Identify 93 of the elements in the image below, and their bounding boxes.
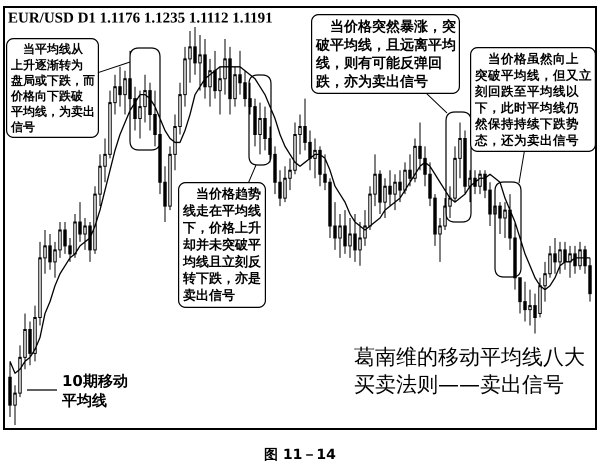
candlestick bbox=[463, 130, 467, 195]
candlestick bbox=[153, 90, 157, 147]
candlestick bbox=[53, 241, 57, 278]
candlestick bbox=[418, 122, 422, 171]
candlestick bbox=[248, 82, 252, 116]
candlestick bbox=[398, 170, 402, 203]
candlestick bbox=[13, 384, 17, 426]
candlestick bbox=[458, 122, 462, 179]
candlestick bbox=[188, 30, 192, 84]
candlestick bbox=[358, 222, 362, 266]
candlestick bbox=[313, 138, 317, 179]
candlestick bbox=[503, 202, 507, 238]
candlestick bbox=[253, 98, 257, 147]
candlestick bbox=[58, 222, 62, 258]
candlestick bbox=[163, 166, 167, 223]
candlestick bbox=[148, 82, 152, 131]
candlestick bbox=[168, 146, 172, 211]
candlestick bbox=[383, 178, 387, 219]
candlestick bbox=[423, 146, 427, 187]
candlestick bbox=[563, 241, 567, 270]
candlestick bbox=[343, 210, 347, 254]
candlestick bbox=[193, 26, 197, 76]
candlestick bbox=[108, 90, 112, 159]
candlestick bbox=[283, 166, 287, 203]
candlestick bbox=[323, 154, 327, 191]
candlestick bbox=[338, 214, 342, 258]
candlestick bbox=[113, 74, 117, 116]
candlestick bbox=[508, 194, 512, 250]
candlestick bbox=[263, 106, 267, 151]
candlestick bbox=[138, 90, 142, 139]
candlestick bbox=[178, 82, 182, 135]
candlestick bbox=[78, 202, 82, 242]
candlestick bbox=[98, 154, 102, 207]
annotation: 当价格突然暴涨，突破平均线，且远离平均线，则有可能反弹回跌，亦为卖出信号 bbox=[315, 18, 456, 90]
candlestick bbox=[373, 154, 377, 207]
candlestick bbox=[448, 186, 452, 219]
candlestick bbox=[173, 114, 177, 171]
candlestick bbox=[348, 218, 352, 258]
candlestick bbox=[133, 86, 137, 131]
candlestick bbox=[143, 74, 147, 124]
candlestick bbox=[473, 170, 477, 195]
annotation: 当价格虽然向上突破平均线，但又立刻回跌至平均线以下，此时平均线仍然保持持续下跌势态，还为卖出信号 bbox=[474, 51, 592, 148]
candlestick bbox=[48, 233, 52, 270]
candlestick bbox=[513, 222, 517, 290]
candlestick bbox=[488, 182, 492, 226]
candlestick bbox=[543, 261, 547, 302]
candlestick bbox=[28, 321, 32, 366]
candlestick bbox=[553, 237, 557, 274]
annotation: 当平均线从上升逐渐转为盘局或下跌，而价格向下跌破平均线，为卖出信号 bbox=[10, 42, 96, 134]
annotation: 葛南维的移动平均线八大买卖法则——卖出信号 bbox=[354, 345, 585, 396]
candlestick bbox=[433, 194, 437, 246]
candlestick bbox=[288, 158, 292, 191]
candlestick bbox=[453, 146, 457, 203]
chart-title: EUR/USD D1 1.1176 1.1235 1.1112 1.1191 bbox=[8, 10, 273, 26]
candlestick bbox=[23, 313, 27, 370]
candlestick bbox=[298, 114, 302, 155]
candlestick bbox=[63, 222, 67, 254]
candlestick bbox=[533, 293, 537, 334]
candlestick bbox=[378, 170, 382, 215]
candlestick bbox=[393, 174, 397, 211]
candlestick bbox=[363, 210, 367, 246]
candlestick bbox=[518, 277, 522, 314]
candlestick bbox=[123, 70, 127, 116]
candlestick bbox=[83, 218, 87, 250]
candlestick bbox=[38, 241, 42, 326]
candlestick bbox=[43, 229, 47, 274]
candlestick bbox=[308, 130, 312, 171]
candlestick bbox=[183, 46, 187, 108]
candlestick bbox=[258, 102, 262, 155]
candlestick bbox=[303, 98, 307, 151]
legend-label: 10期移动平均线 bbox=[61, 372, 128, 410]
candlestick bbox=[333, 202, 337, 250]
candlestick bbox=[103, 138, 107, 183]
candlestick bbox=[243, 70, 247, 108]
caption: 图 11－14 bbox=[264, 447, 336, 463]
candlestick bbox=[353, 214, 357, 262]
candlestick bbox=[438, 218, 442, 262]
candlestick bbox=[528, 289, 532, 326]
candlestick bbox=[278, 170, 282, 207]
candlestick bbox=[388, 170, 392, 207]
candlestick bbox=[318, 146, 322, 187]
candlestick bbox=[498, 202, 502, 234]
candlestick bbox=[408, 154, 412, 187]
candlestick bbox=[428, 162, 432, 207]
candlestick bbox=[68, 237, 72, 262]
candlestick bbox=[558, 241, 562, 274]
candlestick bbox=[328, 178, 332, 238]
candlestick bbox=[548, 245, 552, 278]
candlestick bbox=[568, 245, 572, 278]
candlestick bbox=[573, 245, 577, 274]
candlestick bbox=[523, 281, 527, 322]
candlestick bbox=[273, 146, 277, 195]
annotation: 当价格趋势线走在平均线下，价格上升却并未突破平均线且立刻反转下跌，亦是卖出信号 bbox=[182, 186, 262, 304]
